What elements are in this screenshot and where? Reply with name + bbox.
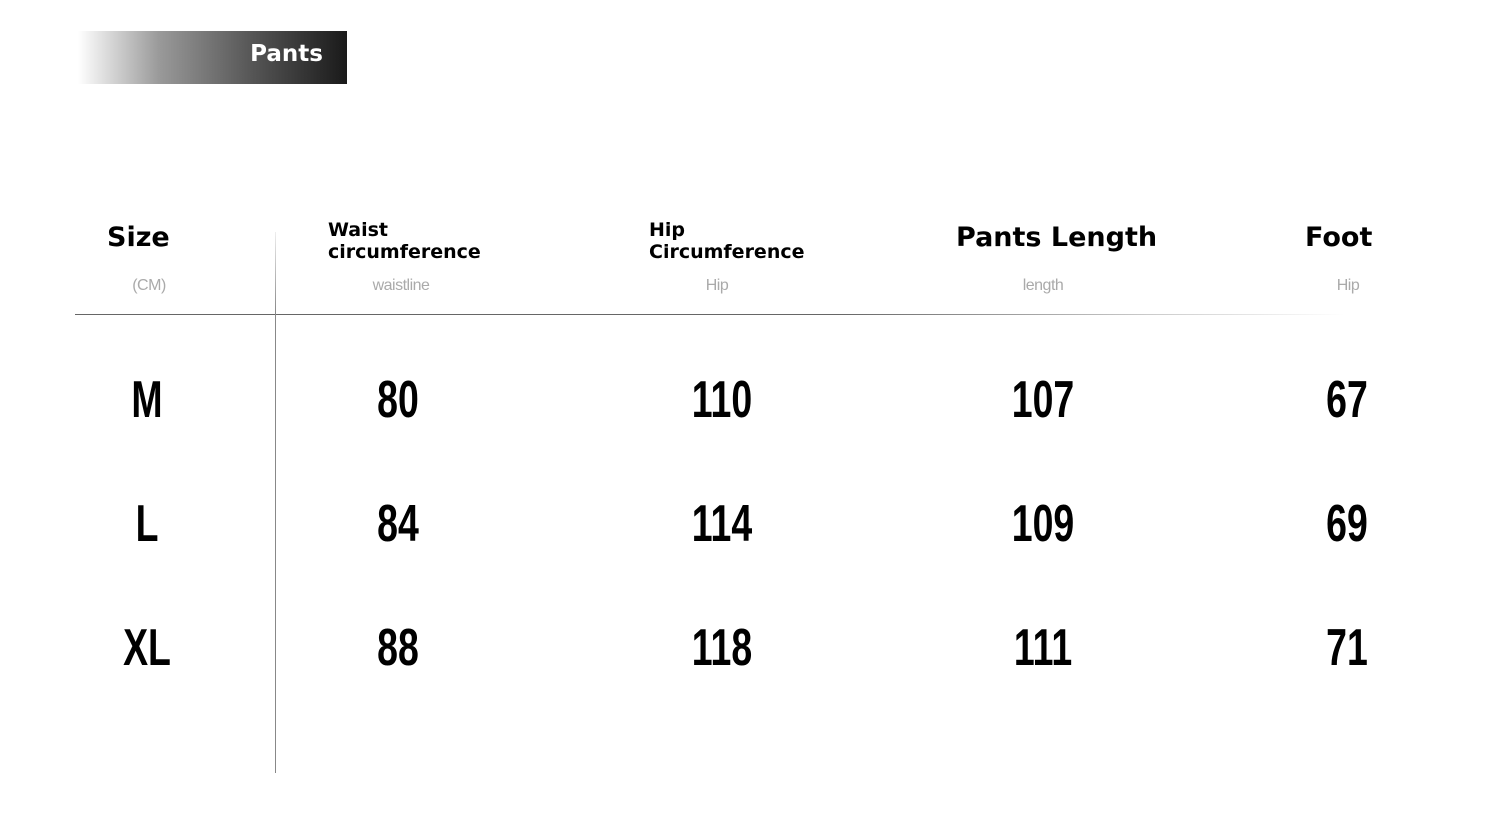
table-cell: 110 — [691, 371, 753, 429]
header-foot: Foot — [1305, 222, 1373, 253]
header-divider — [75, 314, 1345, 315]
header-waist-line2: circumference — [328, 241, 481, 263]
header-waist: Waist circumference — [328, 219, 481, 263]
table-cell: 80 — [377, 371, 419, 429]
table-cell: 111 — [1013, 619, 1073, 677]
column-divider — [275, 232, 276, 773]
table-cell: 67 — [1326, 371, 1368, 429]
header-waist-line1: Waist — [328, 219, 389, 241]
title-banner: Pants — [78, 31, 347, 84]
table-cell: 84 — [377, 495, 419, 553]
size-label: XL — [123, 619, 171, 677]
header-size: Size — [107, 222, 170, 253]
header-waist-sub: waistline — [372, 277, 430, 294]
title: Pants — [250, 41, 323, 67]
header-length: Pants Length — [956, 222, 1158, 253]
table-cell: 71 — [1326, 619, 1368, 677]
header-hip-sub: Hip — [705, 277, 729, 294]
size-label: L — [135, 495, 159, 553]
header-length-sub: length — [1022, 277, 1064, 294]
header-hip-line2: Circumference — [649, 241, 805, 263]
table-cell: 118 — [691, 619, 753, 677]
header-foot-sub: Hip — [1336, 277, 1360, 294]
table-cell: 114 — [691, 495, 753, 553]
header-hip: Hip Circumference — [649, 219, 805, 263]
table-cell: 109 — [1011, 495, 1075, 553]
table-cell: 69 — [1326, 495, 1368, 553]
table-cell: 107 — [1011, 371, 1075, 429]
header-size-sub: (CM) — [132, 277, 166, 294]
header-hip-line1: Hip — [649, 219, 686, 241]
size-label: M — [131, 371, 163, 429]
table-cell: 88 — [377, 619, 419, 677]
